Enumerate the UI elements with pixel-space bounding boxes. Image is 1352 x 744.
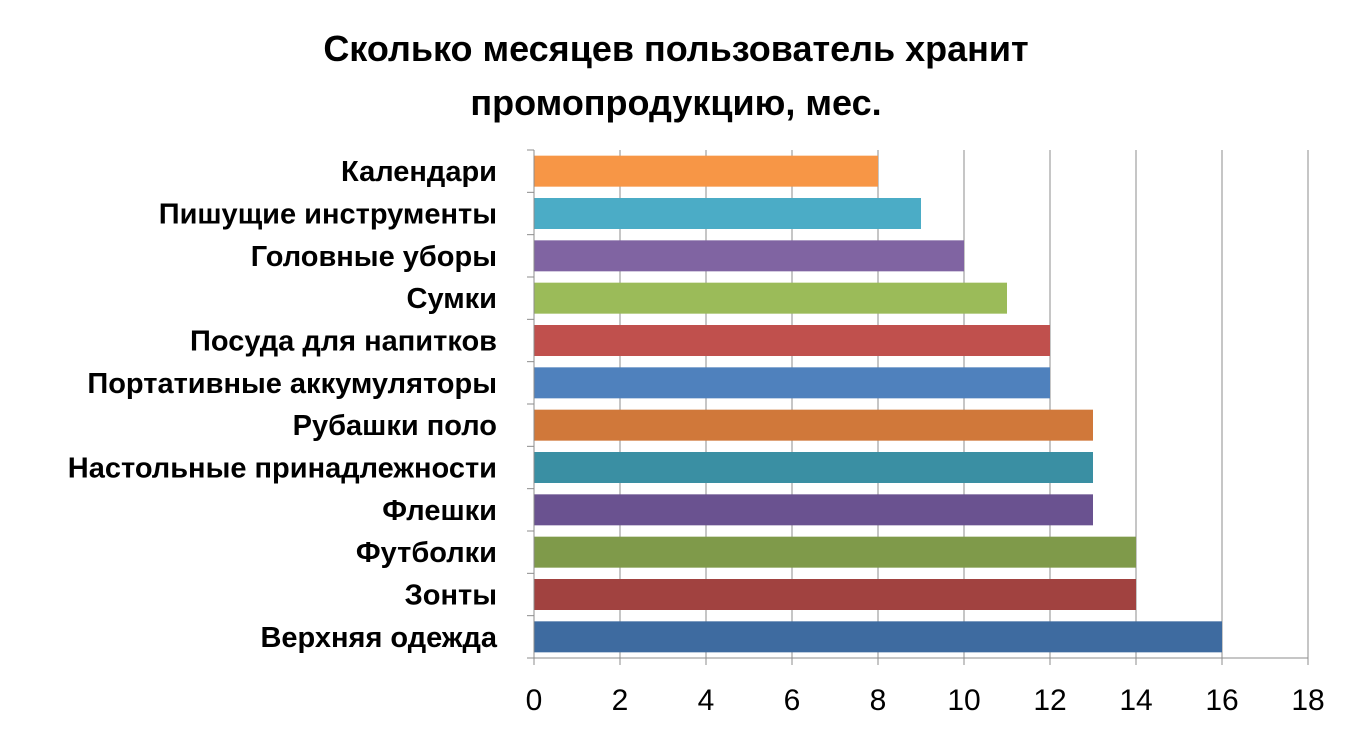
x-tick-label: 2 xyxy=(612,684,629,717)
bar-1 xyxy=(534,155,878,187)
axes xyxy=(527,149,1309,665)
bar-3 xyxy=(534,240,964,272)
category-label: Футболки xyxy=(356,537,497,569)
chart-title: Сколько месяцев пользователь хранит пром… xyxy=(0,22,1352,130)
bar-8 xyxy=(534,452,1093,483)
bar-9 xyxy=(534,494,1093,526)
x-tick-label: 10 xyxy=(947,684,980,717)
category-label: Календари xyxy=(341,156,497,188)
category-label: Головные уборы xyxy=(251,241,497,273)
x-tick-label: 12 xyxy=(1033,684,1066,717)
bar-6 xyxy=(534,367,1050,399)
category-labels: Календари Пишущие инструменты Головные убо… xyxy=(68,156,498,654)
category-label: Рубашки поло xyxy=(293,410,497,442)
bar-12 xyxy=(534,621,1222,653)
x-tick-label: 14 xyxy=(1119,684,1152,717)
category-label: Флешки xyxy=(382,495,497,527)
bar-7 xyxy=(534,409,1093,441)
x-tick-label: 8 xyxy=(870,684,887,717)
category-label: Посуда для напитков xyxy=(190,326,497,358)
x-tick-label: 4 xyxy=(698,684,715,717)
bars xyxy=(534,155,1222,653)
x-tick-label: 0 xyxy=(526,684,543,717)
tick-labels: 0 2 4 6 8 10 12 14 16 18 xyxy=(526,684,1325,717)
category-label: Сумки xyxy=(407,283,497,315)
bar-5 xyxy=(534,325,1050,356)
x-tick-label: 16 xyxy=(1205,684,1238,717)
bar-11 xyxy=(534,579,1136,610)
x-tick-label: 18 xyxy=(1291,684,1324,717)
chart-title-line-1: Сколько месяцев пользователь хранит xyxy=(323,28,1029,69)
category-label: Настольные принадлежности xyxy=(68,453,497,485)
category-label: Портативные аккумуляторы xyxy=(87,368,497,400)
chart-title-line-2: промопродукцию, мес. xyxy=(470,82,882,123)
x-tick-label: 6 xyxy=(784,684,801,717)
bar-2 xyxy=(534,198,921,229)
bar-10 xyxy=(534,536,1136,568)
category-label: Верхняя одежда xyxy=(260,622,497,654)
category-label: Пишущие инструменты xyxy=(159,199,497,231)
bar-4 xyxy=(534,282,1007,314)
grid-lines xyxy=(619,150,1309,658)
category-label: Зонты xyxy=(405,580,497,612)
